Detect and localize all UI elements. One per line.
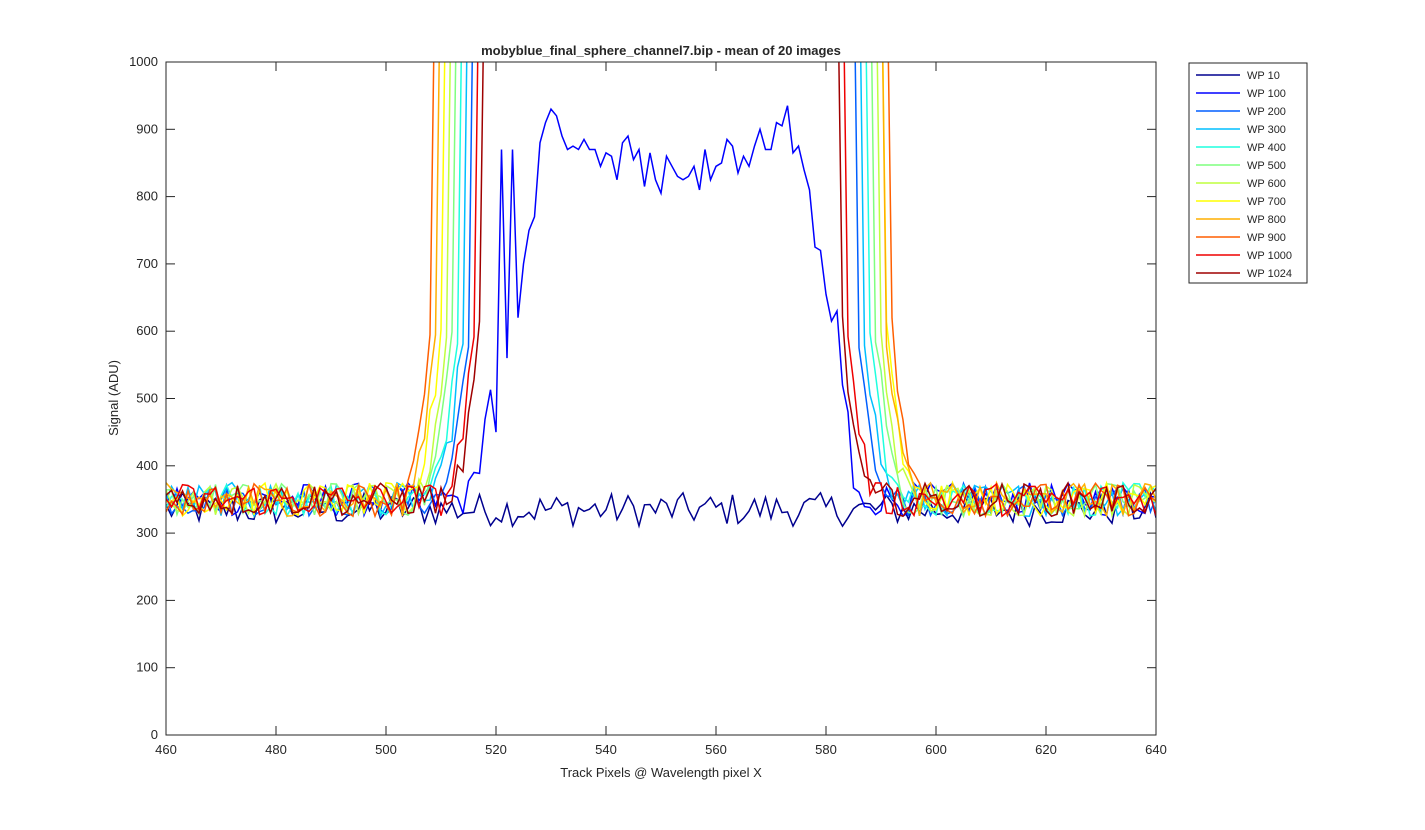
y-tick-label: 300 xyxy=(136,525,158,540)
legend-label: WP 1024 xyxy=(1247,268,1292,280)
x-tick-label: 620 xyxy=(1035,742,1057,757)
y-tick-label: 900 xyxy=(136,121,158,136)
legend-label: WP 900 xyxy=(1247,232,1286,244)
legend-label: WP 400 xyxy=(1247,142,1286,154)
y-axis: 0 100 200 300 400 500 600 700 800 900 1000 xyxy=(129,54,1156,742)
chart-title: mobyblue_final_sphere_channel7.bip - mea… xyxy=(481,43,841,58)
x-tick-label: 580 xyxy=(815,742,837,757)
x-tick-label: 560 xyxy=(705,742,727,757)
legend-label: WP 800 xyxy=(1247,214,1286,226)
legend-label: WP 200 xyxy=(1247,106,1286,118)
legend-label: WP 500 xyxy=(1247,160,1286,172)
y-tick-label: 700 xyxy=(136,256,158,271)
x-tick-label: 480 xyxy=(265,742,287,757)
plot-area xyxy=(166,62,1156,735)
legend-label: WP 100 xyxy=(1247,88,1286,100)
legend-label: WP 700 xyxy=(1247,196,1286,208)
x-axis: 460 480 500 520 540 560 580 600 620 640 xyxy=(155,62,1167,757)
x-tick-label: 640 xyxy=(1145,742,1167,757)
y-tick-label: 600 xyxy=(136,323,158,338)
x-tick-label: 520 xyxy=(485,742,507,757)
legend-label: WP 1000 xyxy=(1247,250,1292,262)
x-axis-label: Track Pixels @ Wavelength pixel X xyxy=(560,765,762,780)
legend-label: WP 300 xyxy=(1247,124,1286,136)
y-tick-label: 400 xyxy=(136,458,158,473)
series-line-wp-1000 xyxy=(166,62,1156,518)
x-tick-label: 460 xyxy=(155,742,177,757)
series-line-wp-1024 xyxy=(166,62,1156,518)
x-tick-label: 540 xyxy=(595,742,617,757)
y-axis-label: Signal (ADU) xyxy=(106,360,121,436)
y-tick-label: 800 xyxy=(136,189,158,204)
y-tick-label: 0 xyxy=(151,727,158,742)
y-tick-label: 100 xyxy=(136,660,158,675)
y-tick-label: 500 xyxy=(136,391,158,406)
series-line-wp-600 xyxy=(166,62,1156,519)
series-layer xyxy=(166,62,1156,529)
legend: WP 10 WP 100 WP 200 WP 300 WP 400 WP 500 WP 60… xyxy=(1188,62,1308,284)
legend-box xyxy=(1188,62,1308,284)
legend-label: WP 600 xyxy=(1247,178,1286,190)
y-tick-label: 1000 xyxy=(129,54,158,69)
x-tick-label: 600 xyxy=(925,742,947,757)
y-tick-label: 200 xyxy=(136,592,158,607)
x-tick-label: 500 xyxy=(375,742,397,757)
legend-label: WP 10 xyxy=(1247,70,1280,82)
series-line-wp-800 xyxy=(166,62,1156,518)
series-line-wp-300 xyxy=(166,62,1156,519)
